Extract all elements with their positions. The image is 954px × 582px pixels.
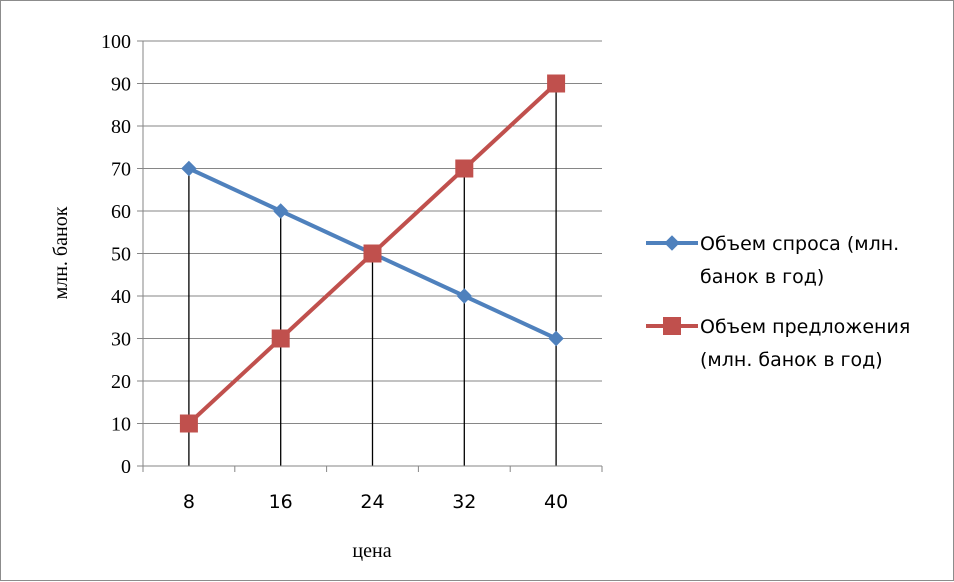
series-1-point-24 xyxy=(363,244,382,263)
legend: Объем спроса (млн. банок в год) Объем пред… xyxy=(646,233,910,371)
legend-label-1-1: (млн. банок в год) xyxy=(700,349,883,371)
series-1-point-16 xyxy=(271,329,290,348)
series-layer xyxy=(179,74,566,433)
legend-item-1: Объем предложения (млн. банок в год) xyxy=(646,316,910,371)
dropline-layer xyxy=(188,83,557,466)
series-1-point-40 xyxy=(547,74,566,93)
y-tick-label-10: 10 xyxy=(111,414,131,436)
series-0-point-8 xyxy=(181,160,197,177)
y-tick-label-90: 90 xyxy=(111,74,131,96)
y-tick-label-50: 50 xyxy=(111,244,131,266)
x-tick-label-24: 24 xyxy=(360,491,384,513)
x-tick-label-16: 16 xyxy=(269,491,293,513)
y-tick-label-20: 20 xyxy=(111,371,131,393)
y-axis-title: млн. банок xyxy=(50,206,72,299)
y-tick-label-60: 60 xyxy=(111,201,131,223)
x-tick-label-40: 40 xyxy=(544,491,568,513)
series-0-point-32 xyxy=(456,288,473,304)
axis-layer: 0 10 20 30 40 50 60 70 80 90 100 8 16 24 32 40 xyxy=(101,31,603,513)
x-axis-title: цена xyxy=(352,540,391,562)
series-0-point-40 xyxy=(548,330,564,347)
legend-swatch-marker-1 xyxy=(663,317,681,335)
y-tick-label-30: 30 xyxy=(111,329,131,351)
y-tick-label-80: 80 xyxy=(111,116,131,138)
y-tick-label-0: 0 xyxy=(121,456,131,478)
legend-swatch-marker-0 xyxy=(664,235,680,251)
x-tick-label-8: 8 xyxy=(183,491,195,513)
legend-label-1-0: Объем предложения xyxy=(700,316,910,338)
legend-label-0-1: банок в год) xyxy=(700,266,824,288)
legend-item-0: Объем спроса (млн. банок в год) xyxy=(646,233,899,288)
x-tick-label-32: 32 xyxy=(452,491,476,513)
series-1-point-32 xyxy=(455,159,474,178)
series-1-point-8 xyxy=(179,414,198,433)
legend-label-0-0: Объем спроса (млн. xyxy=(700,233,899,255)
y-tick-label-100: 100 xyxy=(101,31,131,53)
y-tick-label-40: 40 xyxy=(111,286,131,308)
y-tick-label-70: 70 xyxy=(111,159,131,181)
series-0-point-16 xyxy=(272,203,289,219)
